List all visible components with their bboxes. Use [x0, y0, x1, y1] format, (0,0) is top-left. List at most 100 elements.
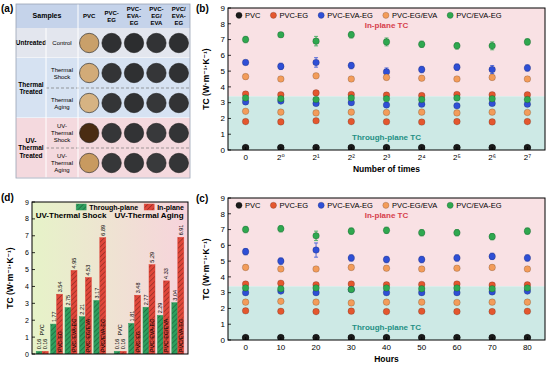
point — [278, 225, 285, 232]
y-tick — [228, 213, 231, 214]
text-line: Thermal — [51, 160, 73, 166]
data-label: 3.54 — [57, 281, 63, 292]
y-tick — [32, 218, 35, 219]
point — [242, 308, 249, 315]
plot-area — [36, 237, 184, 354]
point — [524, 144, 531, 150]
point — [383, 256, 390, 263]
point — [524, 285, 531, 292]
point — [348, 286, 355, 293]
point — [383, 265, 390, 272]
point — [313, 266, 320, 273]
point — [454, 43, 461, 50]
panel-label: (a) — [1, 3, 13, 14]
x-tick-label: 20 — [312, 343, 321, 352]
point — [418, 299, 425, 306]
row-name: UV-ThermalAging — [51, 153, 73, 173]
legend-marker — [318, 202, 324, 208]
y-tick-label: 2 — [221, 304, 226, 313]
point — [313, 118, 320, 125]
error-cap — [385, 67, 389, 68]
y-tick — [228, 245, 231, 246]
sample-disk — [80, 123, 99, 142]
legend: PVCPVC-EGPVC-EVA-EGPVC-EG/EVAPVC/EVA-EG — [236, 201, 502, 210]
table-header: Samples — [33, 12, 62, 20]
y-tick-label: 4 — [25, 283, 29, 290]
point — [348, 118, 355, 125]
row-divider — [46, 148, 190, 149]
point — [489, 233, 496, 240]
y-tick — [228, 8, 231, 9]
group-bg — [16, 58, 190, 118]
point — [418, 266, 425, 273]
point — [383, 308, 390, 315]
sample-disk — [147, 33, 166, 52]
text-line: Aging — [54, 167, 69, 173]
text-line: Thermal — [51, 130, 73, 136]
sample-disk — [102, 93, 121, 112]
point — [383, 144, 390, 150]
x-tick — [245, 337, 246, 340]
x-tick-label: 60 — [452, 343, 461, 352]
point — [348, 255, 355, 262]
point — [418, 75, 425, 82]
point — [242, 285, 249, 292]
data-label: 2.29 — [157, 303, 163, 314]
point — [524, 228, 531, 235]
error-cap — [314, 257, 318, 258]
point — [383, 74, 390, 81]
x-tick — [316, 147, 317, 150]
point — [278, 95, 285, 102]
x-tick-label: 70 — [488, 343, 497, 352]
text-line: Samples — [33, 12, 62, 20]
column-header: PVC/EVA-EG — [172, 6, 186, 26]
point — [313, 110, 320, 117]
text-line: PVC- — [149, 6, 163, 12]
point — [524, 308, 531, 315]
point — [348, 300, 355, 307]
point — [313, 334, 320, 340]
text-line: Shock — [54, 137, 72, 143]
legend-label: In-plane — [157, 204, 184, 212]
sample-disk — [147, 123, 166, 142]
legend-swatch — [144, 204, 154, 210]
legend-marker — [270, 12, 276, 18]
y-tick-label: 9 — [221, 194, 226, 203]
legend-marker — [383, 202, 389, 208]
legend: Through-planeIn-plane — [76, 204, 184, 212]
sample-disk — [102, 33, 121, 52]
point — [278, 32, 285, 39]
point — [524, 334, 531, 340]
table-border — [16, 4, 190, 178]
legend-label: PVC — [245, 11, 261, 20]
point — [242, 73, 249, 80]
band — [228, 8, 545, 96]
point — [313, 285, 320, 292]
row-name: ThermalAging — [51, 97, 73, 110]
data-label: 6.91 — [178, 225, 184, 236]
point — [242, 248, 249, 255]
y-tick — [228, 261, 231, 262]
point — [418, 229, 425, 236]
y-tick — [228, 150, 231, 151]
point — [489, 119, 496, 126]
point — [278, 266, 285, 273]
point — [383, 102, 390, 109]
y-tick — [32, 303, 35, 304]
point — [242, 299, 249, 306]
text-line: Thermal — [18, 144, 43, 151]
y-tick-label: 3 — [221, 98, 226, 107]
error-cap — [314, 57, 318, 58]
data-label: 2.77 — [143, 294, 149, 305]
point — [313, 308, 320, 315]
y-tick — [228, 340, 231, 341]
y-tick — [228, 102, 231, 103]
y-tick — [228, 55, 231, 56]
y-tick — [32, 269, 35, 270]
plot-area — [228, 198, 545, 340]
x-tick — [351, 147, 352, 150]
y-tick-label: 5 — [221, 67, 226, 76]
sample-disk — [147, 63, 166, 82]
data-label: 5.29 — [149, 252, 155, 263]
group-name: UV-ThermalTreated — [18, 137, 43, 159]
